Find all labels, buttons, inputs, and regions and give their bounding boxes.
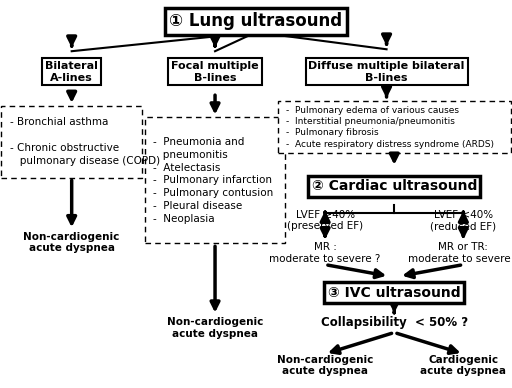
Text: Diffuse multiple bilateral
B-lines: Diffuse multiple bilateral B-lines	[308, 61, 465, 83]
Text: Non-cardiogenic
acute dyspnea: Non-cardiogenic acute dyspnea	[167, 317, 263, 339]
Text: MR :
moderate to severe ?: MR : moderate to severe ?	[269, 242, 381, 264]
Text: LVEF <40%
(reduced EF): LVEF <40% (reduced EF)	[430, 210, 497, 231]
Text: Cardiogenic
acute dyspnea: Cardiogenic acute dyspnea	[420, 355, 506, 376]
Text: -  Pulmonary edema of various causes
-  Interstitial pneumonia/pneumonitis
-  Pu: - Pulmonary edema of various causes - In…	[287, 106, 495, 149]
Text: - Bronchial asthma

- Chronic obstructive
   pulmonary disease (COPD): - Bronchial asthma - Chronic obstructive…	[10, 118, 160, 166]
FancyBboxPatch shape	[144, 117, 286, 244]
FancyBboxPatch shape	[278, 101, 511, 153]
Text: Collapsibility  < 50% ?: Collapsibility < 50% ?	[321, 316, 468, 329]
Text: -  Pneumonia and
   pneumonitis
-  Atelectasis
-  Pulmonary infarction
-  Pulmon: - Pneumonia and pneumonitis - Atelectasi…	[154, 137, 273, 224]
Text: Non-cardiogenic
acute dyspnea: Non-cardiogenic acute dyspnea	[24, 232, 120, 253]
FancyBboxPatch shape	[2, 106, 142, 178]
Text: Bilateral
A-lines: Bilateral A-lines	[45, 61, 98, 83]
Text: LVEF ≥40%
(preserved EF): LVEF ≥40% (preserved EF)	[287, 210, 363, 231]
Text: Focal multiple
B-lines: Focal multiple B-lines	[171, 61, 259, 83]
Text: ③ IVC ultrasound: ③ IVC ultrasound	[328, 286, 461, 300]
Text: Non-cardiogenic
acute dyspnea: Non-cardiogenic acute dyspnea	[277, 355, 373, 376]
Text: MR or TR:
moderate to severe ?: MR or TR: moderate to severe ?	[408, 242, 512, 264]
Text: ① Lung ultrasound: ① Lung ultrasound	[169, 12, 343, 30]
Text: ② Cardiac ultrasound: ② Cardiac ultrasound	[312, 179, 477, 193]
